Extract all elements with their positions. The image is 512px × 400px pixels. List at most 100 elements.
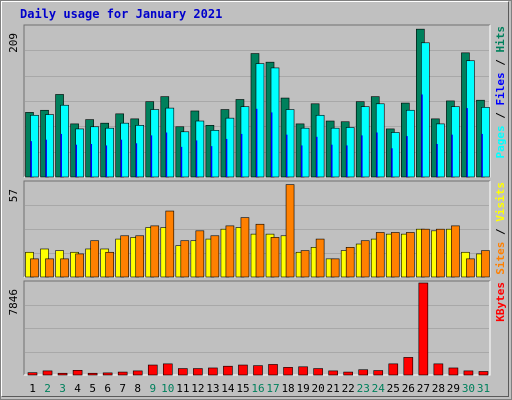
kbytes-panel-ymax-label: 7846 (7, 289, 20, 316)
files-bar (120, 139, 123, 177)
files-bar (406, 136, 408, 177)
day-label: 2 (44, 382, 51, 395)
kbytes-bar (238, 364, 248, 376)
kbytes-bar (193, 368, 203, 376)
day-label: 16 (251, 382, 264, 395)
sites-bar (165, 210, 175, 278)
day-label: 13 (206, 382, 219, 395)
sites-bar (105, 251, 114, 278)
day-label: 30 (462, 382, 475, 395)
sites-bar (360, 240, 370, 278)
day-label: 8 (134, 382, 141, 395)
files-bar (301, 145, 303, 177)
sites-bar (195, 230, 205, 278)
kbytes-bar (162, 363, 173, 376)
sites-bar (240, 217, 250, 278)
files-bar (346, 145, 348, 177)
day-label: 1 (29, 382, 36, 395)
files-bar (150, 135, 153, 177)
kbytes-bar (132, 370, 143, 376)
files-bar (75, 144, 77, 177)
kbytes-bar (403, 357, 414, 376)
files-bar (255, 108, 258, 177)
day-label: 29 (447, 382, 460, 395)
day-label: 31 (477, 382, 490, 395)
sites-bar (60, 258, 69, 278)
sites-bar (481, 250, 490, 278)
kbytes-bar (418, 282, 429, 376)
kbytes-bar (57, 372, 68, 376)
kbytes-bar (208, 367, 218, 376)
files-bar (225, 138, 228, 177)
sites-bar (285, 184, 295, 278)
sites-bar (150, 225, 160, 278)
kbytes-bar (117, 371, 128, 376)
sites-bar (180, 240, 190, 278)
sites-bar (300, 250, 310, 278)
sites-bar (345, 247, 355, 278)
kbytes-bar (313, 368, 323, 376)
kbytes-bar (358, 369, 369, 376)
day-label: 21 (327, 382, 340, 395)
kbytes-bar (268, 364, 278, 376)
day-label: 19 (296, 382, 309, 395)
day-label: 28 (432, 382, 445, 395)
day-label: 5 (89, 382, 96, 395)
files-bar (180, 146, 183, 177)
hits-panel-legend: Pages / Files / Hits (494, 26, 507, 159)
kbytes-panel-legend-kbytes: KBytes (494, 282, 507, 322)
sites-bar (75, 253, 84, 278)
day-label: 6 (104, 382, 111, 395)
visits-panel-ymax-label: 57 (7, 189, 20, 202)
files-bar (286, 134, 288, 177)
visits-panel-legend: Sites / Visits (494, 182, 507, 275)
day-label: 7 (119, 382, 126, 395)
day-label: 15 (236, 382, 249, 395)
kbytes-panel-frame-dark (23, 280, 490, 375)
hits-panel-legend-files: Files (494, 72, 507, 105)
sites-bar (375, 232, 385, 278)
day-label: 25 (387, 382, 400, 395)
kbytes-bar (448, 367, 459, 376)
visits-panel-legend-visits: Visits (494, 182, 507, 222)
day-label: 20 (312, 382, 325, 395)
hits-panel-frame-dark (23, 24, 490, 177)
sites-bar (135, 235, 145, 278)
sites-bar (451, 225, 460, 278)
sites-bar (436, 228, 445, 278)
sites-bar (406, 232, 415, 278)
kbytes-bar (102, 372, 113, 376)
kbytes-bar (42, 370, 53, 376)
kbytes-bar (253, 365, 263, 376)
files-bar (90, 143, 93, 177)
sites-bar (255, 223, 265, 278)
kbytes-bar (433, 363, 444, 376)
sites-bar (270, 237, 280, 278)
day-label: 4 (74, 382, 81, 395)
kbytes-bar (27, 372, 38, 376)
hits-panel-ymax-label: 209 (7, 33, 20, 53)
files-bar (195, 140, 198, 177)
visits-panel-legend-sites: Sites (494, 242, 507, 275)
day-label: 26 (402, 382, 415, 395)
day-label: 27 (417, 382, 430, 395)
day-label: 17 (266, 382, 279, 395)
sites-bar (466, 258, 475, 278)
files-bar (271, 112, 273, 177)
day-label: 10 (161, 382, 174, 395)
sites-bar (45, 258, 54, 278)
files-bar (451, 134, 453, 177)
sites-bar (390, 232, 400, 278)
files-bar (481, 133, 483, 177)
hits-panel-legend-pages: Pages (494, 125, 507, 158)
kbytes-bar (283, 367, 293, 376)
day-label: 3 (59, 382, 66, 395)
kbytes-bar (87, 372, 98, 376)
files-bar (240, 133, 243, 177)
visits-panel-legend-sep: / (494, 222, 507, 242)
visits-panel-frame-dark (23, 180, 490, 277)
kbytes-bar (178, 368, 188, 376)
hits-panel-legend-hits: Hits (494, 26, 507, 53)
